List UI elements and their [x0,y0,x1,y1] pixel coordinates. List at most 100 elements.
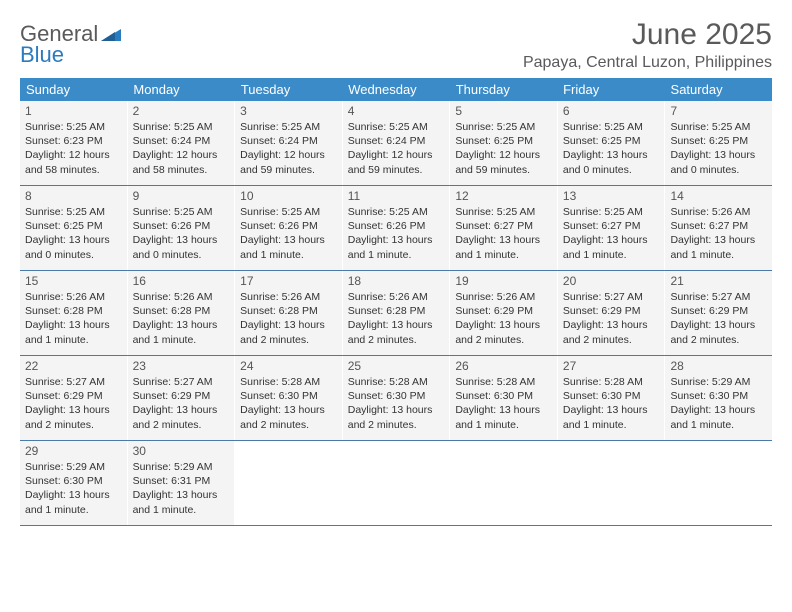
logo-triangle-icon [101,24,121,45]
day-number: 30 [133,444,230,458]
calendar-day: 23 Sunrise: 5:27 AMSunset: 6:29 PMDayligh… [128,356,236,440]
day-info: Sunrise: 5:26 AMSunset: 6:28 PMDaylight:… [133,290,230,347]
day-number: 16 [133,274,230,288]
day-info: Sunrise: 5:25 AMSunset: 6:25 PMDaylight:… [563,120,660,177]
day-number: 24 [240,359,337,373]
calendar-day: 21 Sunrise: 5:27 AMSunset: 6:29 PMDayligh… [665,271,772,355]
day-number: 3 [240,104,337,118]
day-number: 11 [348,189,445,203]
day-info: Sunrise: 5:26 AMSunset: 6:28 PMDaylight:… [240,290,337,347]
day-number: 27 [563,359,660,373]
day-number: 9 [133,189,230,203]
day-number: 21 [670,274,767,288]
day-info: Sunrise: 5:25 AMSunset: 6:25 PMDaylight:… [25,205,122,262]
day-number: 22 [25,359,122,373]
calendar-day: 2 Sunrise: 5:25 AMSunset: 6:24 PMDaylight… [128,101,236,185]
day-number: 2 [133,104,230,118]
day-info: Sunrise: 5:26 AMSunset: 6:27 PMDaylight:… [670,205,767,262]
day-info: Sunrise: 5:28 AMSunset: 6:30 PMDaylight:… [563,375,660,432]
day-info: Sunrise: 5:28 AMSunset: 6:30 PMDaylight:… [348,375,445,432]
calendar-day: 16 Sunrise: 5:26 AMSunset: 6:28 PMDayligh… [128,271,236,355]
calendar-week: 8 Sunrise: 5:25 AMSunset: 6:25 PMDaylight… [20,186,772,271]
day-number: 14 [670,189,767,203]
dow-tuesday: Tuesday [235,78,342,101]
day-number: 8 [25,189,122,203]
month-title: June 2025 [523,18,772,52]
calendar-day: 10Sunrise: 5:25 AMSunset: 6:26 PMDayligh… [235,186,343,270]
calendar-day: 19Sunrise: 5:26 AMSunset: 6:29 PMDayligh… [450,271,558,355]
day-info: Sunrise: 5:29 AMSunset: 6:30 PMDaylight:… [25,460,122,517]
dow-sunday: Sunday [20,78,127,101]
dow-thursday: Thursday [450,78,557,101]
calendar-week: 1Sunrise: 5:25 AMSunset: 6:23 PMDaylight… [20,101,772,186]
calendar-week: 29 Sunrise: 5:29 AMSunset: 6:30 PMDayligh… [20,441,772,526]
dow-friday: Friday [557,78,664,101]
day-info: Sunrise: 5:26 AMSunset: 6:28 PMDaylight:… [25,290,122,347]
day-info: Sunrise: 5:27 AMSunset: 6:29 PMDaylight:… [133,375,230,432]
logo-word-blue: Blue [20,42,64,67]
day-info: Sunrise: 5:28 AMSunset: 6:30 PMDaylight:… [455,375,552,432]
day-number: 18 [348,274,445,288]
dow-wednesday: Wednesday [342,78,449,101]
calendar-day: 18 Sunrise: 5:26 AMSunset: 6:28 PMDayligh… [343,271,451,355]
day-number: 6 [563,104,660,118]
day-info: Sunrise: 5:26 AMSunset: 6:28 PMDaylight:… [348,290,445,347]
day-number: 5 [455,104,552,118]
day-number: 19 [455,274,552,288]
day-info: Sunrise: 5:25 AMSunset: 6:27 PMDaylight:… [563,205,660,262]
calendar-day [665,441,772,525]
calendar-day: 13 Sunrise: 5:25 AMSunset: 6:27 PMDayligh… [558,186,666,270]
calendar-body: 1Sunrise: 5:25 AMSunset: 6:23 PMDaylight… [20,101,772,526]
day-number: 10 [240,189,337,203]
day-number: 15 [25,274,122,288]
day-info: Sunrise: 5:28 AMSunset: 6:30 PMDaylight:… [240,375,337,432]
calendar-day [343,441,451,525]
day-info: Sunrise: 5:25 AMSunset: 6:23 PMDaylight:… [25,120,122,177]
header: General Blue June 2025 Papaya, Central L… [20,18,772,72]
day-info: Sunrise: 5:25 AMSunset: 6:26 PMDaylight:… [348,205,445,262]
calendar-day [450,441,558,525]
calendar-day: 7 Sunrise: 5:25 AMSunset: 6:25 PMDaylight… [665,101,772,185]
day-info: Sunrise: 5:29 AMSunset: 6:31 PMDaylight:… [133,460,230,517]
day-number: 17 [240,274,337,288]
calendar-day: 20 Sunrise: 5:27 AMSunset: 6:29 PMDayligh… [558,271,666,355]
calendar-day: 5 Sunrise: 5:25 AMSunset: 6:25 PMDaylight… [450,101,558,185]
calendar-day: 28Sunrise: 5:29 AMSunset: 6:30 PMDayligh… [665,356,772,440]
calendar-day: 14 Sunrise: 5:26 AMSunset: 6:27 PMDayligh… [665,186,772,270]
day-info: Sunrise: 5:27 AMSunset: 6:29 PMDaylight:… [670,290,767,347]
day-info: Sunrise: 5:25 AMSunset: 6:25 PMDaylight:… [455,120,552,177]
day-number: 12 [455,189,552,203]
day-number: 7 [670,104,767,118]
location-subtitle: Papaya, Central Luzon, Philippines [523,54,772,72]
day-number: 26 [455,359,552,373]
day-number: 23 [133,359,230,373]
day-number: 29 [25,444,122,458]
calendar-day: 3Sunrise: 5:25 AMSunset: 6:24 PMDaylight… [235,101,343,185]
calendar-week: 22 Sunrise: 5:27 AMSunset: 6:29 PMDayligh… [20,356,772,441]
day-info: Sunrise: 5:25 AMSunset: 6:25 PMDaylight:… [670,120,767,177]
calendar-day: 8 Sunrise: 5:25 AMSunset: 6:25 PMDaylight… [20,186,128,270]
day-info: Sunrise: 5:29 AMSunset: 6:30 PMDaylight:… [670,375,767,432]
logo: General Blue [20,24,121,66]
calendar-day: 17 Sunrise: 5:26 AMSunset: 6:28 PMDayligh… [235,271,343,355]
calendar-day: 22 Sunrise: 5:27 AMSunset: 6:29 PMDayligh… [20,356,128,440]
day-info: Sunrise: 5:25 AMSunset: 6:26 PMDaylight:… [133,205,230,262]
day-info: Sunrise: 5:25 AMSunset: 6:24 PMDaylight:… [348,120,445,177]
calendar-day: 9 Sunrise: 5:25 AMSunset: 6:26 PMDaylight… [128,186,236,270]
calendar-week: 15 Sunrise: 5:26 AMSunset: 6:28 PMDayligh… [20,271,772,356]
calendar-day: 12Sunrise: 5:25 AMSunset: 6:27 PMDayligh… [450,186,558,270]
day-number: 20 [563,274,660,288]
day-info: Sunrise: 5:27 AMSunset: 6:29 PMDaylight:… [563,290,660,347]
calendar-day [235,441,343,525]
dow-saturday: Saturday [665,78,772,101]
logo-text-line2: Blue [20,45,121,66]
day-info: Sunrise: 5:27 AMSunset: 6:29 PMDaylight:… [25,375,122,432]
dow-monday: Monday [127,78,234,101]
calendar-day: 4Sunrise: 5:25 AMSunset: 6:24 PMDaylight… [343,101,451,185]
calendar-day: 29 Sunrise: 5:29 AMSunset: 6:30 PMDayligh… [20,441,128,525]
calendar-day: 1Sunrise: 5:25 AMSunset: 6:23 PMDaylight… [20,101,128,185]
day-info: Sunrise: 5:25 AMSunset: 6:24 PMDaylight:… [133,120,230,177]
day-number: 13 [563,189,660,203]
calendar-day: 6 Sunrise: 5:25 AMSunset: 6:25 PMDaylight… [558,101,666,185]
calendar-day: 27 Sunrise: 5:28 AMSunset: 6:30 PMDayligh… [558,356,666,440]
